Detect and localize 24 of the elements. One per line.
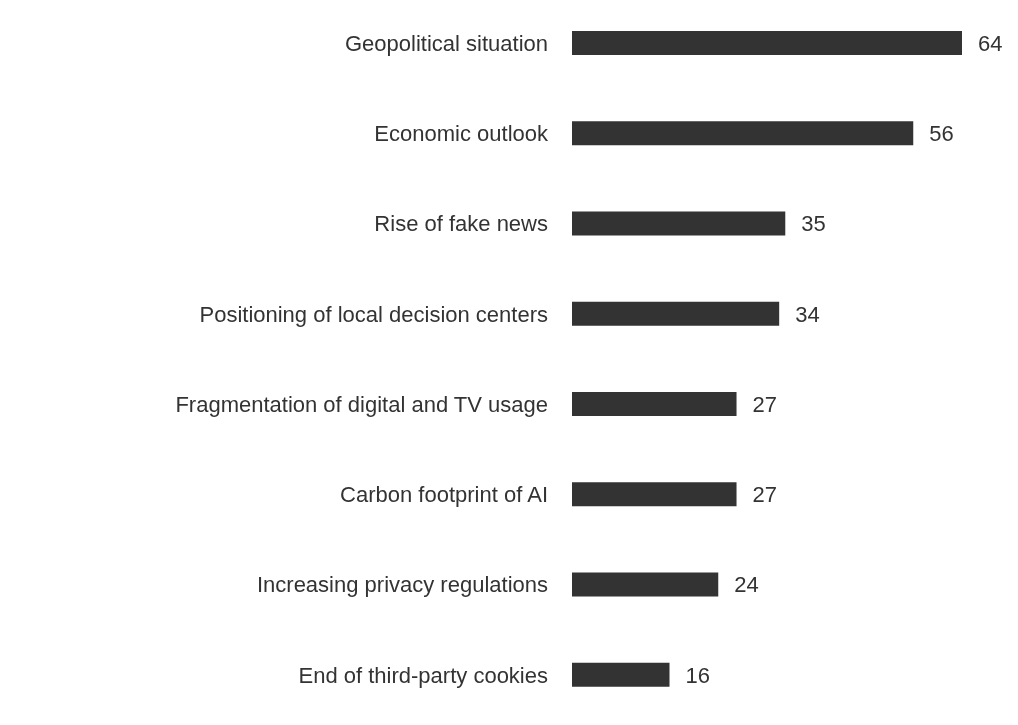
data-label: 56 [929, 121, 954, 147]
data-label: 16 [685, 662, 710, 688]
bar [572, 392, 737, 416]
data-label: 24 [734, 572, 759, 598]
data-label: 34 [795, 301, 820, 327]
bar [572, 31, 962, 55]
data-label: 35 [801, 211, 826, 237]
bar [572, 211, 786, 236]
data-label: 27 [752, 482, 778, 508]
y-tick-label: Increasing privacy regulations [256, 572, 548, 598]
y-tick-label: Rise of fake news [374, 211, 548, 237]
y-tick-label: Carbon footprint of AI [340, 482, 548, 508]
y-tick-label: Geopolitical situation [344, 30, 548, 56]
y-tick-label: End of third-party cookies [298, 662, 548, 688]
bar [572, 662, 670, 687]
y-tick-label: Fragmentation of digital and TV usage [175, 391, 548, 417]
y-tick-label: Economic outlook [374, 121, 549, 147]
data-label: 64 [978, 30, 1003, 56]
bar [572, 482, 737, 507]
bar [572, 572, 719, 597]
data-label: 27 [752, 391, 778, 417]
bar [572, 301, 780, 326]
y-tick-label: Positioning of local decision centers [199, 301, 548, 327]
bar [572, 121, 914, 146]
